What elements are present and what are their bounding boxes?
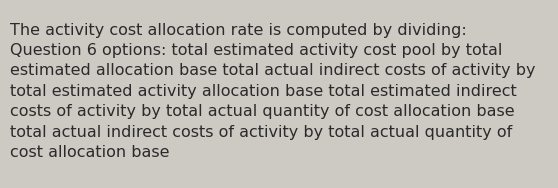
Text: The activity cost allocation rate is computed by dividing:
Question 6 options: t: The activity cost allocation rate is com… [10, 23, 536, 160]
